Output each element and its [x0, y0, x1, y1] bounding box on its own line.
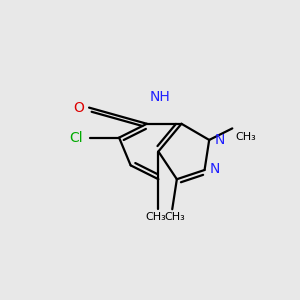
Text: CH₃: CH₃	[146, 212, 166, 222]
Text: NH: NH	[149, 90, 170, 104]
Text: Cl: Cl	[70, 130, 83, 145]
Text: N: N	[210, 162, 220, 176]
Text: CH₃: CH₃	[236, 132, 256, 142]
Text: CH₃: CH₃	[164, 212, 185, 222]
Text: N: N	[214, 133, 225, 147]
Text: O: O	[74, 100, 85, 115]
